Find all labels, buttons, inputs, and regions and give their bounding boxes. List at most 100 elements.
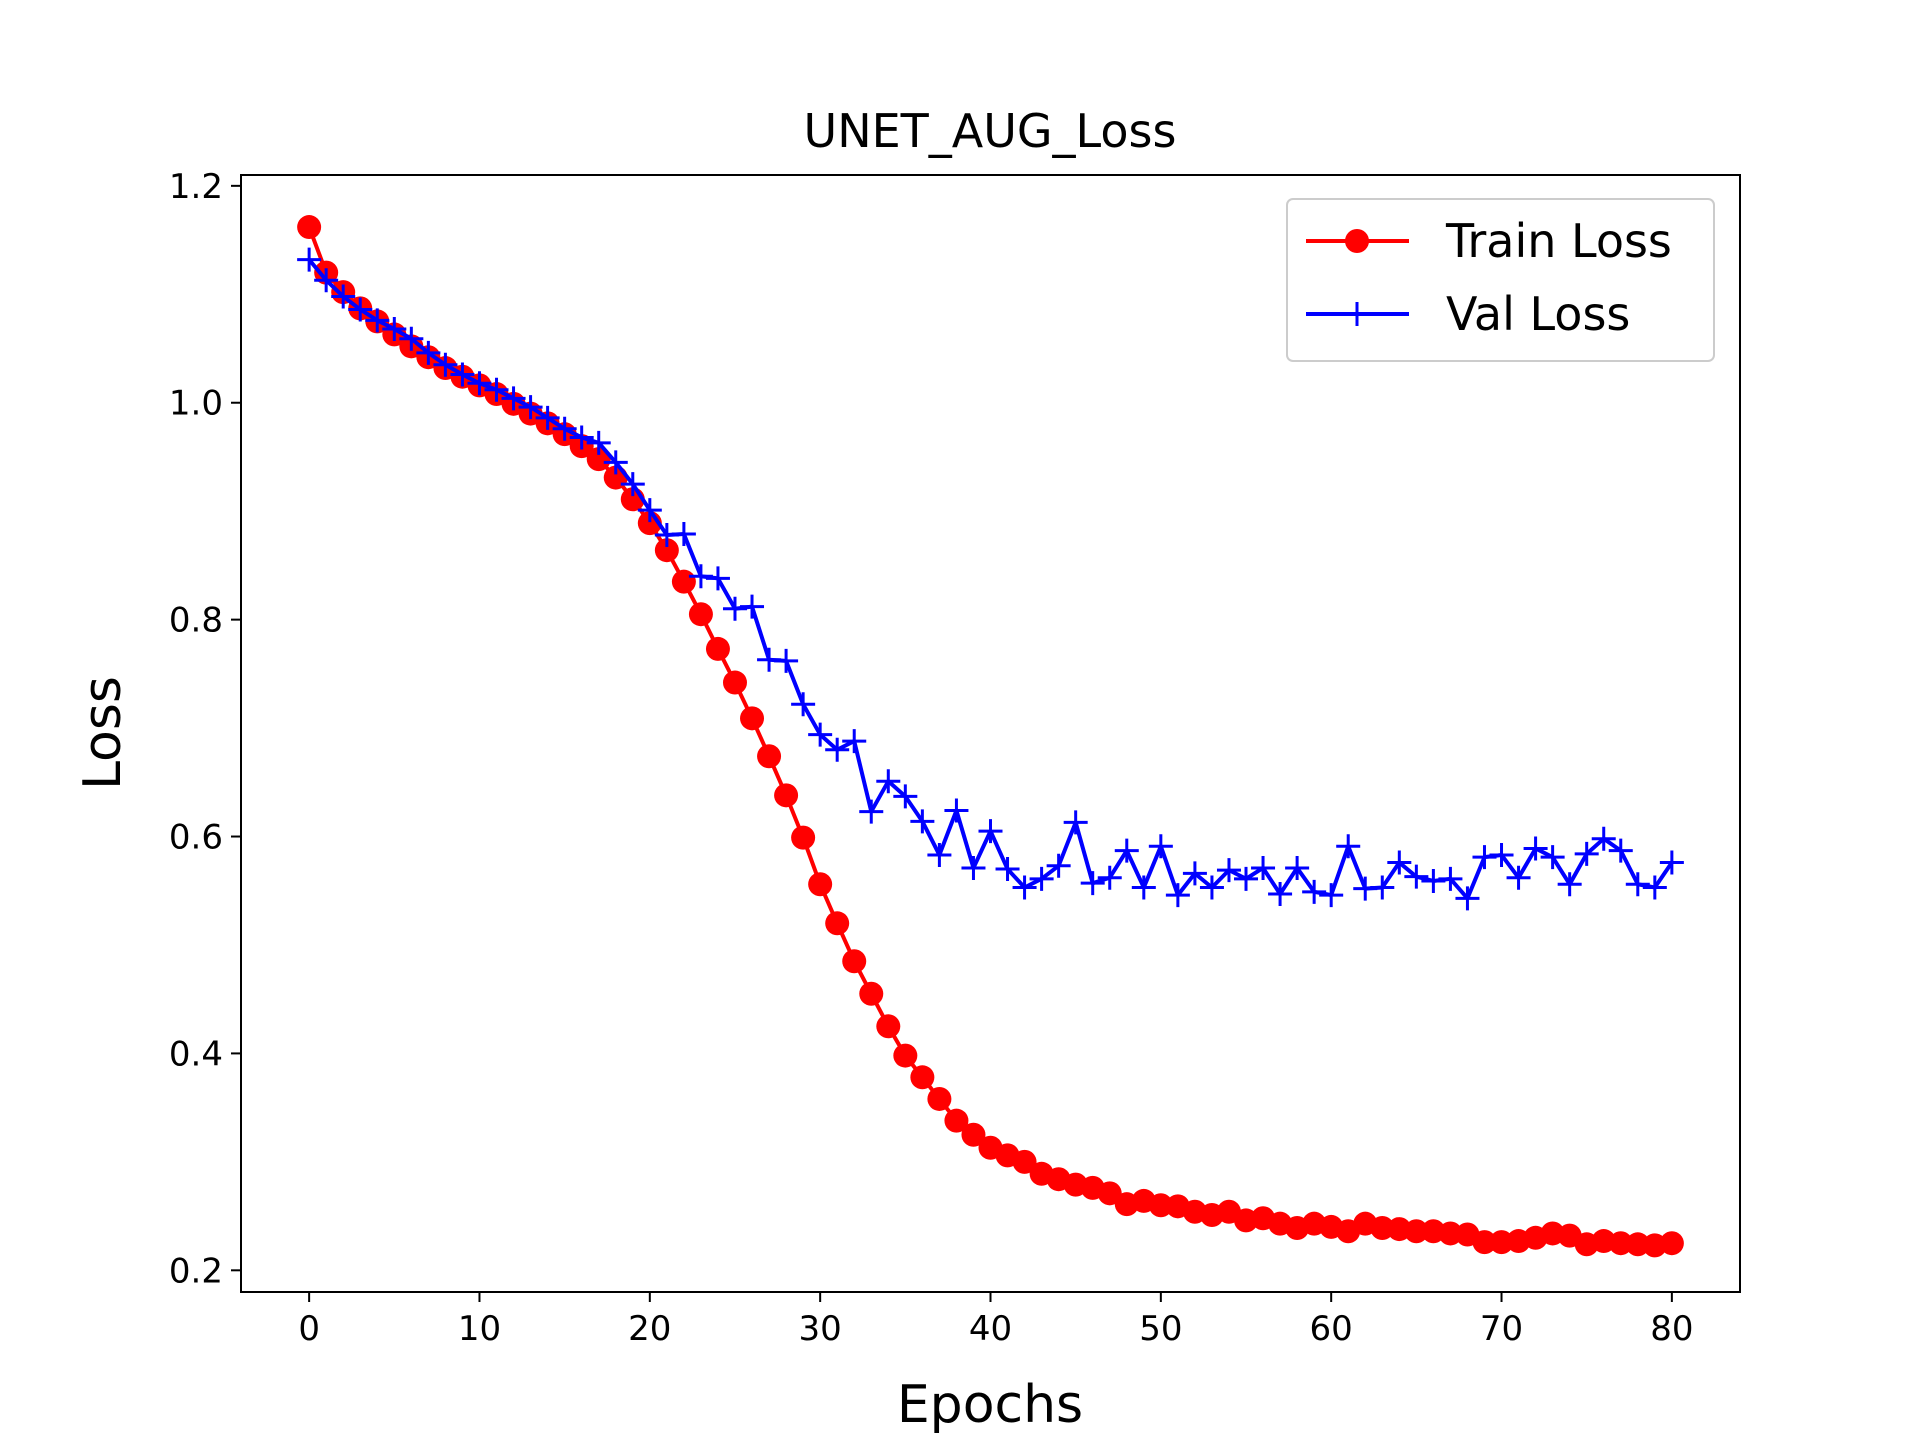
train-point-33 — [859, 981, 884, 1006]
train-point-34 — [876, 1014, 901, 1039]
y-tick-label-4: 1.0 — [169, 384, 223, 424]
val-point-10 — [467, 371, 492, 396]
x-tick-label-0: 0 — [298, 1309, 320, 1349]
val-point-75 — [1574, 841, 1599, 866]
val-point-77 — [1608, 838, 1633, 863]
val-point-65 — [1404, 864, 1429, 889]
train-point-24 — [705, 636, 730, 661]
val-point-76 — [1591, 826, 1616, 851]
y-tick-label-2: 0.6 — [169, 818, 223, 858]
train-point-38 — [944, 1108, 969, 1133]
val-point-11 — [484, 377, 509, 402]
train-point-21 — [654, 538, 679, 563]
val-point-34 — [876, 769, 901, 794]
train-point-25 — [722, 670, 747, 695]
val-point-52 — [1182, 861, 1207, 886]
val-point-55 — [1234, 866, 1259, 891]
val-point-51 — [1165, 883, 1190, 908]
val-point-66 — [1421, 868, 1446, 893]
train-point-23 — [688, 602, 713, 627]
val-point-57 — [1268, 882, 1293, 907]
val-point-28 — [774, 648, 799, 673]
legend: Train Loss Val Loss — [1286, 198, 1715, 362]
val-point-29 — [791, 692, 816, 717]
val-point-59 — [1302, 879, 1327, 904]
x-axis: 0 10 20 30 40 50 60 70 80 — [298, 1292, 1693, 1349]
train-point-30 — [808, 872, 833, 897]
y-axis: 0.2 0.4 0.6 0.8 1.0 1.2 — [169, 167, 241, 1291]
x-tick-label-80: 80 — [1650, 1309, 1693, 1349]
val-point-5 — [382, 316, 407, 341]
val-point-36 — [910, 809, 935, 834]
val-point-19 — [620, 472, 645, 497]
val-point-38 — [944, 798, 969, 823]
val-point-74 — [1557, 872, 1582, 897]
train-point-37 — [927, 1086, 952, 1111]
val-point-33 — [859, 799, 884, 824]
val-point-58 — [1285, 855, 1310, 880]
train-point-32 — [842, 949, 867, 974]
val-point-12 — [501, 386, 526, 411]
y-tick-label-5: 1.2 — [169, 167, 223, 207]
train-point-17 — [586, 447, 611, 472]
train-point-36 — [910, 1065, 935, 1090]
val-point-53 — [1199, 875, 1224, 900]
val-point-47 — [1097, 865, 1122, 890]
train-point-27 — [757, 744, 782, 769]
val-point-46 — [1080, 871, 1105, 896]
val-point-41 — [995, 857, 1020, 882]
train-point-67 — [1438, 1221, 1463, 1246]
val-point-67 — [1438, 866, 1463, 891]
train-point-26 — [740, 706, 765, 731]
val-point-64 — [1387, 850, 1412, 875]
val-point-80 — [1659, 850, 1684, 875]
train-point-78 — [1625, 1232, 1650, 1257]
val-point-15 — [552, 416, 577, 441]
val-point-68 — [1455, 886, 1480, 911]
val-point-72 — [1523, 836, 1548, 861]
val-point-69 — [1472, 845, 1497, 870]
val-point-8 — [433, 352, 458, 377]
y-tick-label-3: 0.8 — [169, 601, 223, 641]
val-point-23 — [688, 564, 713, 589]
train-point-63 — [1370, 1216, 1395, 1241]
val-point-42 — [1012, 875, 1037, 900]
val-point-7 — [416, 340, 441, 365]
val-point-39 — [961, 855, 986, 880]
val-point-43 — [1029, 866, 1054, 891]
series-layer — [297, 215, 1684, 1258]
x-tick-label-50: 50 — [1139, 1309, 1182, 1349]
val-point-50 — [1148, 834, 1173, 859]
chart-title: UNET_AUG_Loss — [804, 104, 1177, 158]
val-point-24 — [705, 566, 730, 591]
val-point-22 — [671, 521, 696, 546]
legend-marker-train — [1345, 229, 1369, 253]
val-point-16 — [569, 425, 594, 450]
x-tick-label-20: 20 — [628, 1309, 671, 1349]
train-point-42 — [1012, 1149, 1037, 1174]
train-point-50 — [1148, 1193, 1173, 1218]
val-point-3 — [348, 297, 373, 322]
train-point-65 — [1404, 1219, 1429, 1244]
val-point-1 — [314, 268, 339, 293]
train-point-0 — [297, 215, 322, 240]
val-point-31 — [825, 737, 850, 762]
val-point-60 — [1319, 883, 1344, 908]
val-point-63 — [1370, 875, 1395, 900]
val-point-25 — [722, 596, 747, 621]
x-axis-label: Epochs — [897, 1375, 1083, 1435]
val-point-2 — [331, 284, 356, 309]
val-point-79 — [1642, 875, 1667, 900]
y-axis-label: Loss — [73, 676, 133, 790]
train-point-35 — [893, 1043, 918, 1068]
val-point-48 — [1114, 838, 1139, 863]
legend-marker-val — [1345, 302, 1369, 326]
series-val — [297, 247, 1684, 911]
train-point-28 — [774, 783, 799, 808]
val-point-26 — [740, 594, 765, 619]
val-point-40 — [978, 819, 1003, 844]
val-point-70 — [1489, 842, 1514, 867]
val-point-49 — [1131, 875, 1156, 900]
val-point-30 — [808, 722, 833, 747]
